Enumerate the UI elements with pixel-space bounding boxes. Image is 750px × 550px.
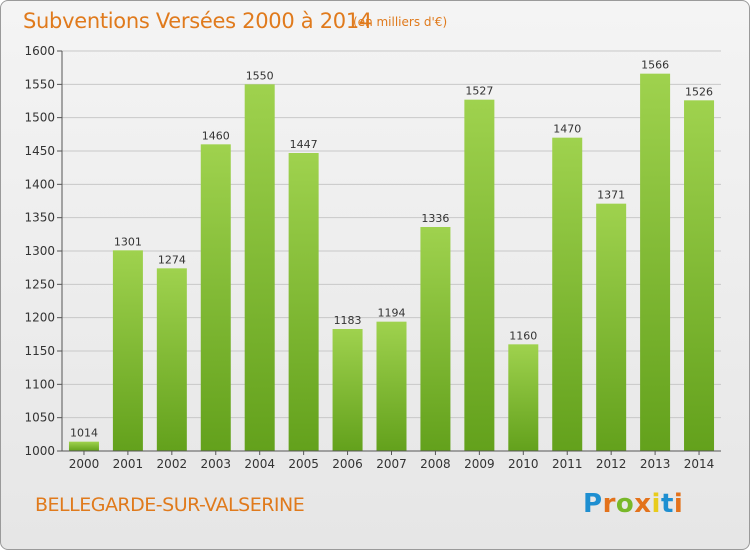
proxiti-logo[interactable]: Proxiti	[583, 489, 683, 519]
bar-2003	[200, 144, 231, 452]
y-tick-label: 1450	[24, 144, 55, 158]
bar-2004	[244, 84, 275, 451]
data-label: 1301	[114, 235, 142, 248]
data-labels: 1014 1301 1274 1460 1550 1447 1183 1194 1336 1527…	[70, 59, 713, 440]
logo-letter: x	[634, 489, 652, 519]
y-tick-label: 1150	[24, 344, 55, 358]
y-tick-label: 1550	[24, 77, 55, 91]
chart-subtitle: (en milliers d'€)	[353, 15, 448, 29]
bar-2000	[68, 441, 99, 451]
x-tick-label: 2005	[288, 457, 319, 471]
data-label: 1014	[70, 427, 98, 440]
data-label: 1194	[378, 307, 406, 320]
data-label: 1550	[246, 69, 274, 82]
logo-letter: o	[615, 489, 635, 519]
data-label: 1160	[509, 329, 537, 342]
bar-2011	[552, 137, 583, 451]
bar-2014	[684, 100, 715, 451]
data-label: 1183	[334, 314, 362, 327]
x-tick-label: 2012	[596, 457, 627, 471]
data-label: 1447	[290, 138, 318, 151]
y-tick-label: 1100	[24, 377, 55, 391]
data-label: 1336	[421, 212, 449, 225]
logo-letter: P	[583, 489, 603, 519]
data-label: 1527	[465, 85, 493, 98]
bar-2007	[376, 321, 407, 451]
x-tick-label: 2006	[332, 457, 363, 471]
bar-2001	[112, 250, 143, 451]
y-tick-label: 1300	[24, 244, 55, 258]
y-tick-label: 1200	[24, 311, 55, 325]
data-label: 1470	[553, 123, 581, 136]
x-axis: 2000 2001 2002 2003 2004 2005 2006 2007 2008 2009…	[62, 450, 721, 471]
data-label: 1526	[685, 85, 713, 98]
logo-letter: i	[673, 489, 684, 519]
x-tick-label: 2010	[508, 457, 539, 471]
x-tick-label: 2011	[552, 457, 583, 471]
bar-2009	[464, 99, 495, 452]
bar-2012	[596, 203, 627, 451]
x-tick-label: 2009	[464, 457, 495, 471]
data-label: 1371	[597, 189, 625, 202]
bar-2005	[288, 153, 319, 451]
logo-letter: i	[651, 489, 661, 519]
logo-letter: r	[602, 489, 616, 519]
chart-title: Subventions Versées 2000 à 2014	[23, 9, 372, 33]
x-tick-label: 2001	[113, 457, 144, 471]
x-tick-label: 2000	[69, 457, 100, 471]
x-tick-label: 2003	[200, 457, 231, 471]
bar-2006	[332, 329, 363, 451]
x-tick-label: 2013	[640, 457, 671, 471]
x-tick-label: 2002	[157, 457, 188, 471]
data-label: 1274	[158, 253, 186, 266]
logo-letter: t	[660, 489, 674, 519]
y-tick-label: 1600	[24, 44, 55, 58]
commune-name: BELLEGARDE-SUR-VALSERINE	[35, 494, 305, 516]
y-tick-label: 1250	[24, 277, 55, 291]
x-tick-label: 2014	[684, 457, 715, 471]
data-label: 1566	[641, 59, 669, 72]
bar-2008	[420, 227, 451, 451]
y-axis: 1000 1050 1100 1150 1200 1250 1300 1350 1400 1450…	[24, 44, 63, 458]
bar-2010	[508, 344, 539, 451]
x-tick-label: 2008	[420, 457, 451, 471]
data-label: 1460	[202, 129, 230, 142]
y-tick-label: 1350	[24, 211, 55, 225]
x-tick-label: 2004	[244, 457, 275, 471]
y-tick-label: 1000	[24, 444, 55, 458]
bars	[68, 73, 715, 452]
y-tick-label: 1050	[24, 411, 55, 425]
y-tick-label: 1500	[24, 111, 55, 125]
bar-2002	[156, 268, 187, 451]
y-tick-label: 1400	[24, 177, 55, 191]
x-tick-label: 2007	[376, 457, 407, 471]
bar-2013	[640, 73, 671, 452]
